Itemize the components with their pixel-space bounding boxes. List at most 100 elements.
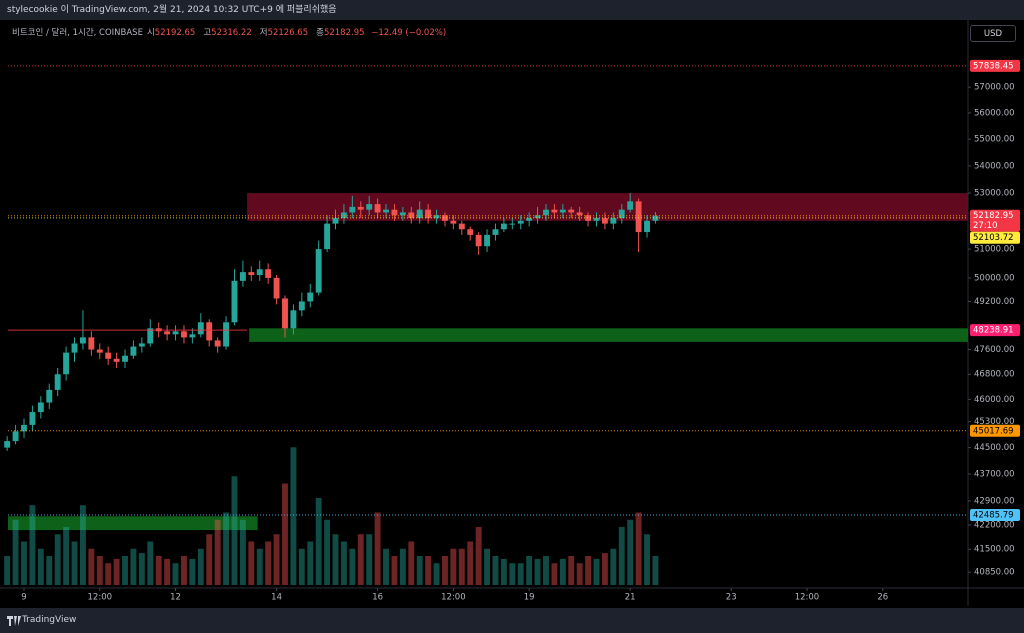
candle-body: [265, 269, 272, 278]
candle-body: [248, 272, 255, 276]
candle-body: [433, 215, 440, 219]
volume-bar: [391, 556, 398, 585]
x-tick-label: 14: [271, 593, 282, 603]
candle-body: [4, 441, 11, 448]
volume-bar: [543, 556, 549, 585]
volume-bar: [492, 556, 499, 585]
price-badge-label: 52103.72: [973, 233, 1014, 243]
candle-body: [576, 212, 583, 216]
volume-bar: [618, 527, 625, 585]
candle-body: [113, 358, 120, 362]
candle-body: [391, 209, 398, 216]
volume-bar: [593, 558, 600, 585]
candle-body: [231, 280, 238, 323]
volume-bar: [138, 553, 145, 585]
candle-body: [425, 209, 432, 219]
candle-body: [290, 310, 297, 329]
candle-body: [593, 218, 600, 221]
change: −12.49 (−0.02%): [371, 28, 447, 38]
brand: TradingView: [22, 615, 77, 625]
price-axis: [968, 20, 1024, 588]
x-tick-label: 19: [524, 593, 535, 603]
volume-bar: [29, 505, 36, 585]
volume-bar: [324, 519, 331, 585]
volume-bar: [500, 558, 507, 585]
volume-bar: [601, 553, 608, 585]
volume-bar: [63, 527, 70, 585]
candle-body: [332, 218, 339, 224]
y-tick-label: 46000.00: [974, 395, 1015, 405]
candle-body: [223, 322, 230, 347]
candle-body: [164, 331, 171, 335]
volume-bar: [517, 563, 524, 585]
volume-bar: [416, 556, 423, 585]
price-badge: [970, 59, 1020, 72]
x-tick-label: 9: [21, 593, 26, 603]
volume-bar: [223, 512, 230, 585]
volume-bar: [197, 548, 204, 585]
candle-body: [408, 212, 415, 219]
zone: [249, 328, 968, 342]
candle-body: [374, 204, 381, 213]
candle-body: [147, 328, 154, 344]
candle-body: [122, 355, 128, 362]
price-badge-label: 52182.95: [973, 211, 1014, 221]
volume-bar: [610, 548, 617, 585]
candle-body: [475, 234, 482, 247]
x-tick-label: 12:00: [795, 593, 820, 603]
countdown: 27:10: [973, 221, 998, 231]
x-tick-label: 12: [170, 593, 181, 603]
volume-bar: [366, 534, 373, 585]
volume-bar: [433, 563, 440, 585]
volume-bar: [54, 534, 61, 585]
volume-bar: [357, 534, 364, 585]
y-tick-label: 54000.00: [974, 161, 1015, 171]
symbol: 비트코인 / 달러, 1시간, COINBASE: [12, 28, 143, 38]
candle-body: [206, 322, 213, 341]
volume-bar: [46, 556, 53, 585]
volume-bar: [442, 556, 448, 585]
volume-bar: [21, 541, 27, 585]
candle-body: [509, 223, 516, 225]
x-tick-label: 23: [726, 593, 737, 603]
y-tick-label: 50000.00: [974, 273, 1015, 283]
y-tick-label: 55000.00: [974, 135, 1015, 145]
candle-body: [500, 223, 507, 230]
y-tick-label: 41500.00: [974, 545, 1015, 555]
volume-bar: [559, 558, 566, 585]
ohlc-label: 시: [146, 28, 155, 38]
volume-bar: [349, 548, 356, 585]
candle-body: [534, 215, 541, 219]
candle-body: [652, 215, 659, 221]
candle-body: [239, 272, 246, 281]
volume-bar: [484, 548, 490, 585]
volume-bar: [652, 556, 659, 585]
x-tick-label: 12:00: [88, 593, 113, 603]
volume-bar: [475, 527, 482, 585]
candle-body: [21, 424, 27, 432]
candle-body: [324, 223, 331, 250]
volume-bar: [105, 563, 112, 585]
currency-button[interactable]: USD: [970, 25, 1016, 42]
candle-body: [517, 220, 524, 224]
ohlc-label: 고: [203, 28, 212, 38]
footer: TradingView: [0, 608, 1024, 633]
volume-bar: [71, 541, 78, 585]
candle-body: [88, 337, 95, 350]
price-badge: [970, 324, 1020, 337]
candle-body: [644, 220, 650, 233]
candle-body: [543, 209, 549, 216]
volume-bar: [265, 541, 272, 585]
volume-bar: [122, 556, 128, 585]
volume-bar: [130, 548, 137, 585]
candle-body: [298, 301, 305, 311]
price-badge: [970, 231, 1020, 244]
zone: [8, 516, 258, 531]
ohlc-value: 52126.65: [267, 28, 309, 38]
volume-bar: [172, 563, 179, 585]
volume-bar: [248, 541, 255, 585]
y-tick-label: 45300.00: [974, 417, 1015, 427]
volume-bar: [307, 541, 314, 585]
candle-body: [214, 340, 221, 347]
